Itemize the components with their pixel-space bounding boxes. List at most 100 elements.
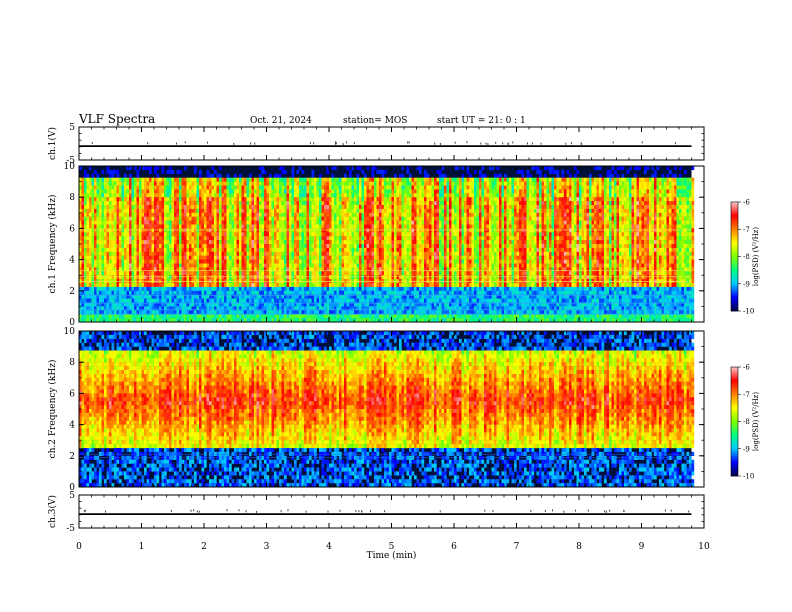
spectrogram-cell — [296, 302, 300, 307]
spectrogram-cell — [346, 208, 350, 213]
spectrogram-cell — [379, 306, 382, 311]
spectrogram-cell — [91, 189, 95, 194]
spectrogram-cell — [384, 220, 387, 225]
spectrogram-cell — [129, 290, 132, 295]
spectrogram-cell — [256, 236, 260, 241]
spectrogram-cell — [211, 216, 215, 221]
spectrogram-cell — [386, 251, 390, 256]
spectrogram-cell — [134, 247, 137, 252]
spectrogram-cell — [319, 201, 322, 206]
spectrogram-cell — [129, 216, 132, 221]
spectrogram-cell — [101, 310, 105, 315]
spectrogram-cell — [161, 181, 165, 186]
spectrogram-cell — [229, 232, 232, 237]
spectrogram-cell — [96, 286, 100, 291]
spectrogram-cell — [209, 201, 212, 206]
spectrogram-cell — [294, 259, 297, 264]
spectrogram-cell — [131, 306, 135, 311]
spectrogram-cell — [241, 193, 245, 198]
spectrogram-cell — [206, 294, 210, 299]
spectrogram-cell — [139, 271, 142, 276]
spectrogram-cell — [381, 205, 385, 210]
spectrogram-cell — [271, 255, 275, 260]
spectrogram-cell — [304, 294, 307, 299]
spectrogram-cell — [329, 306, 332, 311]
spectrogram-cell — [191, 290, 195, 295]
spectrogram-cell — [341, 244, 345, 249]
spectrogram-cell — [254, 275, 257, 280]
spectrogram-cell — [289, 185, 292, 190]
spectrogram-cell — [161, 185, 165, 190]
spectrogram-cell — [281, 302, 285, 307]
spectrogram-cell — [94, 267, 97, 272]
spectrogram-cell — [309, 201, 312, 206]
spectrogram-cell — [104, 271, 107, 276]
spectrogram-cell — [184, 201, 187, 206]
spectrogram-cell — [134, 306, 137, 311]
spectrogram-cell — [86, 189, 90, 194]
spectrogram-cell — [264, 185, 267, 190]
spectrogram-cell — [266, 247, 270, 252]
spectrogram-cell — [196, 189, 200, 194]
spectrogram-cell — [191, 185, 195, 190]
spectrogram-cell — [244, 298, 247, 303]
spectrogram-cell — [351, 228, 355, 233]
spectrogram-cell — [219, 251, 222, 256]
spectrogram-cell — [359, 189, 362, 194]
spectrogram-cell — [249, 286, 252, 291]
spectrogram-cell — [146, 306, 150, 311]
spectrogram-cell — [356, 251, 360, 256]
spectrogram-cell — [136, 177, 140, 182]
spectrogram-cell — [259, 290, 262, 295]
spectrogram-cell — [199, 255, 202, 260]
spectrogram-cell — [126, 302, 130, 307]
spectrogram-cell — [251, 286, 255, 291]
spectrogram-cell — [339, 294, 342, 299]
spectrogram-cell — [394, 267, 397, 272]
spectrogram-cell — [99, 201, 102, 206]
spectrogram-cell — [214, 314, 217, 319]
spectrogram-cell — [241, 267, 245, 272]
spectrogram-cell — [271, 247, 275, 252]
spectrogram-cell — [116, 189, 120, 194]
spectrogram-cell — [384, 283, 387, 288]
spectrogram-cell — [91, 286, 95, 291]
spectrogram-cell — [111, 224, 115, 229]
spectrogram-cell — [309, 181, 312, 186]
spectrogram-cell — [256, 216, 260, 221]
spectrogram-cell — [166, 275, 170, 280]
spectrogram-cell — [144, 267, 147, 272]
spectrogram-cell — [191, 177, 195, 182]
spectrogram-cell — [294, 263, 297, 268]
spectrogram-cell — [229, 290, 232, 295]
spectrogram-cell — [81, 177, 85, 182]
spectrogram-cell — [274, 255, 277, 260]
spectrogram-cell — [186, 275, 190, 280]
spectrogram-cell — [146, 283, 150, 288]
spectrogram-cell — [256, 189, 260, 194]
spectrogram-cell — [344, 283, 347, 288]
spectrogram-cell — [374, 228, 377, 233]
spectrogram-cell — [271, 177, 275, 182]
spectrogram-cell — [114, 255, 117, 260]
spectrogram-cell — [254, 205, 257, 210]
spectrogram-cell — [96, 240, 100, 245]
spectrogram-cell — [361, 302, 365, 307]
spectrogram-cell — [244, 302, 247, 307]
spectrogram-cell — [394, 275, 397, 280]
spectrogram-cell — [159, 216, 162, 221]
spectrogram-cell — [136, 220, 140, 225]
spectrogram-cell — [111, 189, 115, 194]
spectrogram-cell — [116, 197, 120, 202]
spectrogram-cell — [119, 286, 122, 291]
spectrogram-cell — [316, 267, 320, 272]
spectrogram-cell — [394, 201, 397, 206]
spectrogram-cell — [196, 201, 200, 206]
spectrogram-cell — [251, 314, 255, 319]
spectrogram-cell — [114, 228, 117, 233]
spectrogram-cell — [236, 275, 240, 280]
spectrogram-cell — [281, 220, 285, 225]
spectrogram-cell — [154, 166, 157, 171]
spectrogram-cell — [164, 212, 167, 217]
spectrogram-cell — [361, 271, 365, 276]
